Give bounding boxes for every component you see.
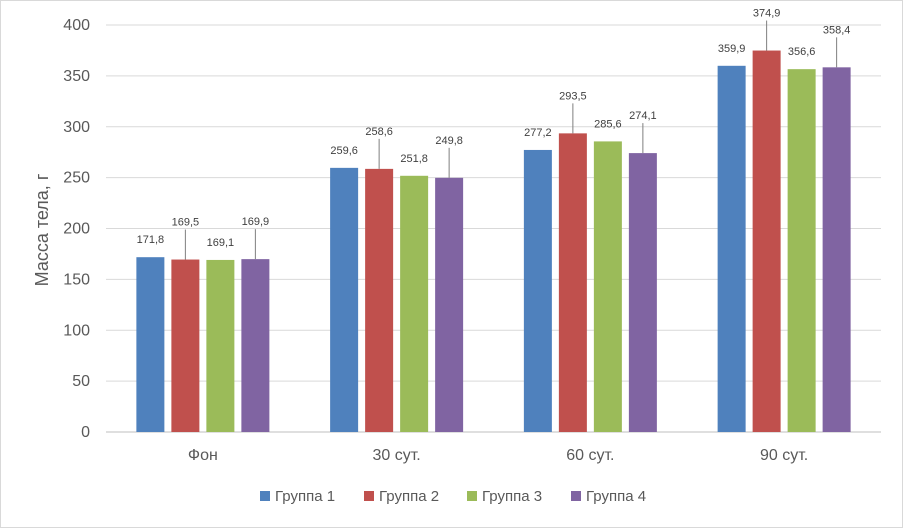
gridlines xyxy=(106,24,881,433)
bar xyxy=(241,259,270,432)
x-category-label: 30 сут. xyxy=(373,447,421,464)
data-label: 277,2 xyxy=(524,127,552,139)
bar xyxy=(717,65,746,432)
y-tick-label: 200 xyxy=(63,221,90,238)
y-tick-label: 400 xyxy=(63,17,90,34)
bar xyxy=(752,50,781,433)
x-category-label: Фон xyxy=(188,447,218,464)
x-axis-categories: Фон 30 сут. 60 сут. 90 сут. xyxy=(188,447,808,464)
legend-swatch xyxy=(364,491,374,501)
y-tick-label: 350 xyxy=(63,68,90,85)
bar xyxy=(593,141,622,433)
bar xyxy=(206,259,235,432)
y-tick-label: 300 xyxy=(63,119,90,136)
legend-label: Группа 4 xyxy=(586,488,646,505)
y-tick-label: 50 xyxy=(72,373,90,390)
data-label: 285,6 xyxy=(594,118,622,130)
legend-label: Группа 2 xyxy=(379,488,439,505)
data-label: 259,6 xyxy=(330,145,358,157)
bar xyxy=(628,153,657,432)
bar xyxy=(171,259,200,432)
data-label: 293,5 xyxy=(559,90,587,102)
legend: Группа 1 Группа 2 Группа 3 Группа 4 xyxy=(260,488,646,505)
x-category-label: 90 сут. xyxy=(760,447,808,464)
bar xyxy=(558,133,587,432)
bar xyxy=(330,167,359,432)
x-category-label: 60 сут. xyxy=(566,447,614,464)
bar xyxy=(400,175,429,432)
data-label: 171,8 xyxy=(137,234,165,246)
bars xyxy=(136,50,851,433)
bar xyxy=(365,168,394,432)
data-label: 169,1 xyxy=(207,237,235,249)
y-tick-label: 100 xyxy=(63,322,90,339)
data-label-leaders xyxy=(184,20,838,260)
y-tick-label: 0 xyxy=(81,424,90,441)
data-label: 274,1 xyxy=(629,110,657,122)
legend-label: Группа 1 xyxy=(275,488,335,505)
y-axis-ticks: 0 50 100 150 200 250 300 350 400 xyxy=(63,17,90,441)
bar xyxy=(136,257,165,432)
legend-label: Группа 3 xyxy=(482,488,542,505)
y-axis-title: Масса тела, г xyxy=(32,173,52,286)
data-label: 169,9 xyxy=(242,216,270,228)
data-label: 258,6 xyxy=(365,126,393,138)
data-label: 249,8 xyxy=(435,135,463,147)
bar xyxy=(822,67,851,432)
legend-swatch xyxy=(571,491,581,501)
data-label: 251,8 xyxy=(400,153,428,165)
bar xyxy=(435,177,464,432)
legend-swatch xyxy=(467,491,477,501)
data-label: 359,9 xyxy=(718,43,746,55)
data-label: 169,5 xyxy=(172,217,200,229)
data-label: 374,9 xyxy=(753,8,781,20)
data-labels: 171,8 169,5 169,1 169,9 259,6 258,6 251,8 249,8… xyxy=(137,8,851,249)
bar xyxy=(523,149,552,432)
data-label: 358,4 xyxy=(823,24,851,36)
legend-swatch xyxy=(260,491,270,501)
data-label: 356,6 xyxy=(788,46,816,58)
y-tick-label: 250 xyxy=(63,170,90,187)
bar xyxy=(787,69,816,433)
y-tick-label: 150 xyxy=(63,271,90,288)
